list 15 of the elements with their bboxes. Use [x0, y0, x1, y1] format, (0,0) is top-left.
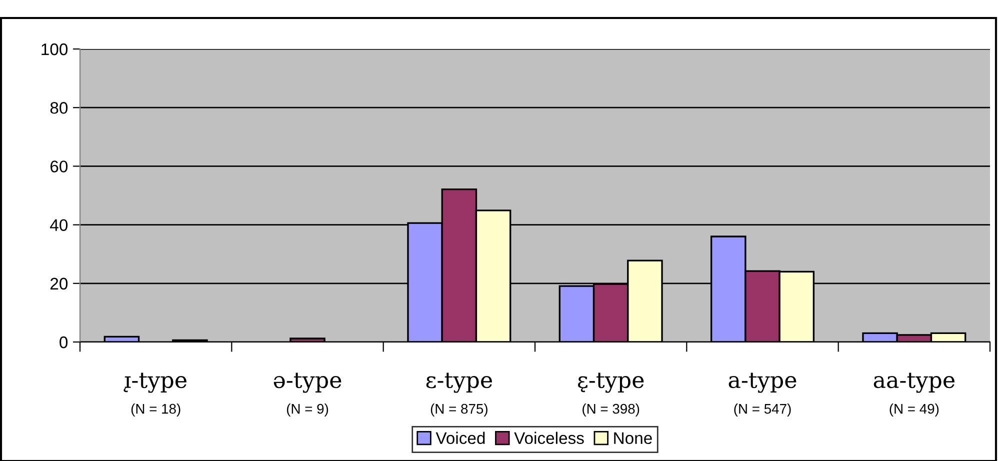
x-tick-label: ɛ̨-type (N = 398) [578, 372, 644, 416]
x-tick-label: ɛ-type (N = 875) [426, 372, 492, 416]
legend-label: Voiceless [514, 432, 584, 444]
y-tick-label: 60 [50, 160, 68, 172]
legend-label: None [614, 432, 652, 444]
x-tick-label: ɪ̨-type (N = 18) [124, 372, 186, 416]
x-tick-label: a-type (N = 547) [728, 372, 796, 416]
legend-label: Voiced [436, 432, 485, 444]
x-tick-label: aa-type (N = 49) [874, 372, 954, 416]
y-tick-label: 20 [50, 278, 68, 290]
y-tick-label: 80 [50, 102, 68, 114]
y-tick-label: 40 [50, 219, 68, 232]
y-tick-label: 0 [60, 336, 68, 348]
y-tick-label: 100 [42, 43, 68, 56]
x-tick-label: ə-type (N = 9) [274, 372, 342, 416]
